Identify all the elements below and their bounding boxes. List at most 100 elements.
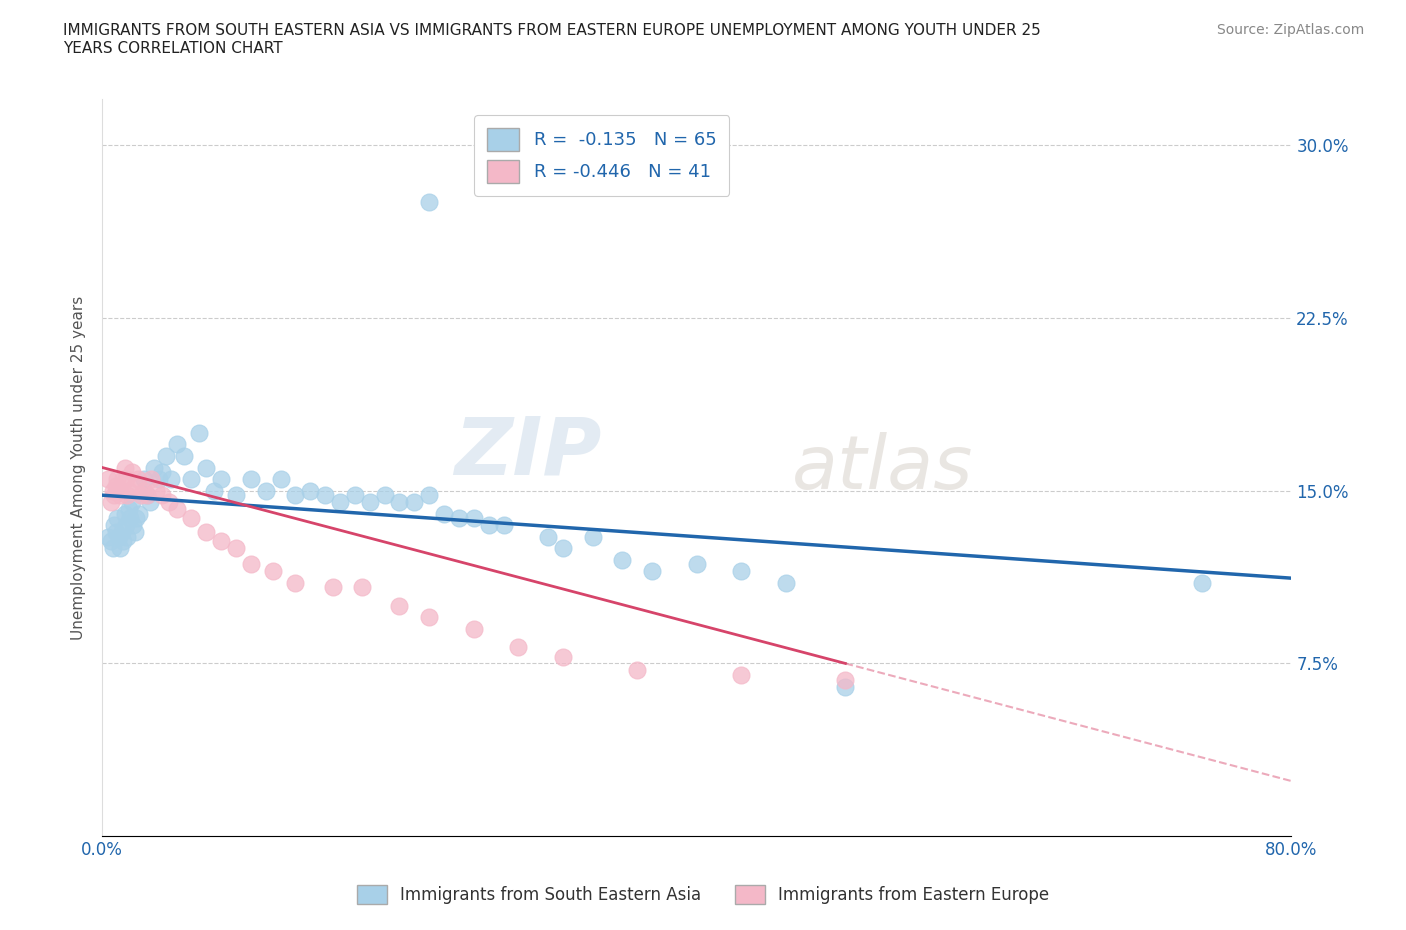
Point [322, 580, 344, 595]
Point [359, 495, 381, 510]
Point [433, 506, 456, 521]
Point [329, 495, 352, 510]
Point [114, 506, 136, 521]
Point [139, 495, 162, 510]
Point [107, 483, 129, 498]
Point [122, 518, 145, 533]
Point [299, 483, 322, 498]
Point [262, 564, 284, 578]
Point [103, 518, 125, 533]
Legend: Immigrants from South Eastern Asia, Immigrants from Eastern Europe: Immigrants from South Eastern Asia, Immi… [350, 878, 1056, 910]
Point [128, 506, 150, 521]
Point [225, 540, 247, 555]
Point [159, 472, 181, 486]
Point [104, 479, 127, 494]
Y-axis label: Unemployment Among Youth under 25 years: Unemployment Among Youth under 25 years [72, 296, 86, 640]
Text: Source: ZipAtlas.com: Source: ZipAtlas.com [1216, 23, 1364, 37]
Point [110, 525, 132, 539]
Point [343, 487, 366, 502]
Point [388, 495, 411, 510]
Point [209, 472, 232, 486]
Point [148, 472, 170, 486]
Point [686, 557, 709, 572]
Point [97, 472, 120, 486]
Point [121, 495, 143, 510]
Point [388, 598, 411, 613]
Point [125, 511, 148, 525]
Point [111, 534, 134, 549]
Point [180, 511, 202, 525]
Point [418, 487, 440, 502]
Point [551, 540, 574, 555]
Point [195, 525, 218, 539]
Text: IMMIGRANTS FROM SOUTH EASTERN ASIA VS IMMIGRANTS FROM EASTERN EUROPE UNEMPLOYMEN: IMMIGRANTS FROM SOUTH EASTERN ASIA VS IM… [63, 23, 1040, 56]
Point [124, 479, 146, 494]
Point [141, 472, 163, 486]
Point [284, 487, 307, 502]
Point [352, 580, 374, 595]
Point [463, 621, 485, 636]
Legend: R =  -0.135   N = 65, R = -0.446   N = 41: R = -0.135 N = 65, R = -0.446 N = 41 [474, 115, 730, 196]
Point [115, 472, 138, 486]
Point [145, 483, 167, 498]
Point [105, 511, 128, 525]
Point [101, 540, 124, 555]
Point [187, 426, 209, 441]
Point [202, 483, 225, 498]
Point [537, 529, 560, 544]
Point [132, 483, 155, 498]
Point [155, 448, 177, 463]
Point [641, 564, 664, 578]
Point [1191, 576, 1213, 591]
Point [374, 487, 396, 502]
Point [730, 564, 752, 578]
Point [150, 487, 173, 502]
Text: ZIP: ZIP [454, 414, 602, 492]
Point [143, 460, 166, 475]
Point [100, 495, 122, 510]
Point [115, 518, 138, 533]
Point [101, 483, 124, 498]
Point [120, 511, 142, 525]
Point [103, 487, 125, 502]
Point [166, 501, 188, 516]
Point [166, 437, 188, 452]
Point [270, 472, 292, 486]
Point [108, 540, 131, 555]
Text: atlas: atlas [792, 432, 973, 503]
Point [108, 487, 131, 502]
Point [834, 672, 856, 687]
Point [775, 576, 797, 591]
Point [730, 668, 752, 683]
Point [508, 640, 530, 655]
Point [551, 649, 574, 664]
Point [127, 472, 149, 486]
Point [418, 610, 440, 625]
Point [492, 518, 515, 533]
Point [118, 501, 141, 516]
Point [132, 472, 155, 486]
Point [478, 518, 501, 533]
Point [105, 472, 128, 486]
Point [284, 576, 307, 591]
Point [582, 529, 605, 544]
Point [111, 472, 134, 486]
Point [118, 483, 141, 498]
Point [100, 534, 122, 549]
Point [225, 487, 247, 502]
Point [117, 529, 139, 544]
Point [404, 495, 426, 510]
Point [135, 487, 157, 502]
Point [418, 195, 440, 210]
Point [97, 529, 120, 544]
Point [314, 487, 336, 502]
Point [463, 511, 485, 525]
Point [195, 460, 218, 475]
Point [135, 487, 157, 502]
Point [150, 465, 173, 480]
Point [117, 487, 139, 502]
Point [107, 529, 129, 544]
Point [129, 487, 152, 502]
Point [239, 472, 262, 486]
Point [114, 460, 136, 475]
